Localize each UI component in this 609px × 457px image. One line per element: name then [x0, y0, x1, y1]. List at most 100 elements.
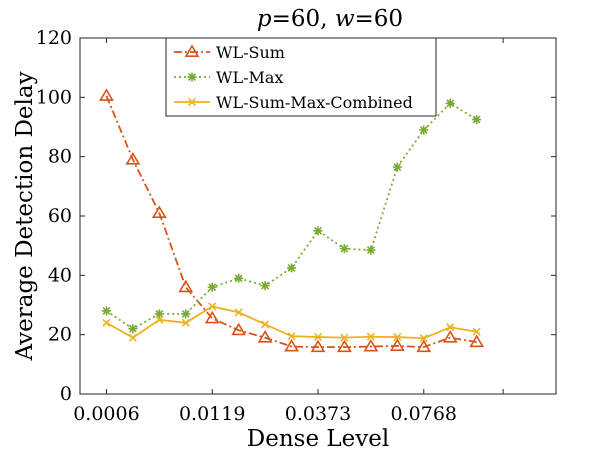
marker-stroke — [102, 306, 111, 315]
marker-stroke — [393, 163, 402, 171]
y-tick-label: 120 — [36, 27, 72, 49]
data-point-wl-sum — [363, 338, 379, 352]
marker-stroke — [181, 318, 190, 327]
data-point-wl-max — [101, 306, 111, 316]
data-point-wl-sum — [178, 279, 194, 293]
data-point-wl-sum-max-combined — [208, 302, 217, 311]
data-point-wl-max — [154, 309, 164, 319]
marker-stroke — [366, 246, 375, 255]
data-point-wl-max — [207, 282, 217, 292]
data-point-wl-sum — [442, 330, 458, 343]
data-point-wl-sum-max-combined — [366, 332, 375, 341]
data-point-wl-sum-max-combined — [287, 332, 296, 341]
data-point-wl-max — [339, 244, 349, 254]
data-point-wl-sum — [231, 322, 247, 336]
y-axis-label: Average Detection Delay — [12, 71, 38, 361]
marker-stroke — [366, 332, 375, 341]
legend-label-1: WL-Max — [216, 68, 283, 87]
data-point-wl-sum — [125, 152, 141, 165]
data-point-wl-sum-max-combined — [419, 334, 428, 343]
data-point-wl-sum-max-combined — [102, 318, 111, 327]
marker-stroke — [187, 97, 197, 107]
marker-stroke — [472, 115, 481, 124]
data-point-wl-sum-max-combined — [155, 315, 164, 324]
legend-marker-0 — [184, 44, 200, 58]
marker-stroke — [155, 309, 164, 318]
marker-stroke — [208, 283, 217, 292]
data-point-wl-max — [260, 281, 270, 291]
y-tick-label: 20 — [48, 324, 72, 346]
y-tick-label: 100 — [36, 86, 72, 108]
data-point-wl-sum-max-combined — [313, 332, 323, 342]
data-point-wl-max — [419, 125, 429, 135]
marker-stroke — [261, 320, 270, 329]
data-point-wl-max — [392, 162, 402, 172]
legend: WL-Sum WL-Max WL-Sum-Max-Combined — [165, 37, 437, 117]
x-axis-label: Dense Level — [247, 426, 389, 452]
data-point-wl-max — [287, 263, 297, 273]
y-tick-label: 80 — [48, 146, 72, 168]
data-point-wl-sum — [389, 338, 405, 351]
data-point-wl-max — [313, 226, 323, 236]
series-line-wl-max — [105, 102, 478, 330]
series-markers-group — [99, 88, 485, 353]
y-tick-label: 40 — [48, 264, 72, 286]
marker-stroke — [393, 332, 402, 342]
x-tick-label: 0.0119 — [179, 403, 245, 425]
marker-stroke — [287, 332, 296, 341]
data-point-wl-sum — [284, 338, 299, 352]
marker-stroke — [446, 99, 455, 108]
data-point-wl-max — [445, 98, 455, 108]
legend-marker-2 — [187, 97, 197, 107]
legend-marker-1 — [187, 72, 197, 82]
marker-stroke — [155, 315, 164, 324]
marker-stroke — [446, 323, 455, 332]
data-point-wl-sum — [337, 339, 352, 353]
marker-stroke — [188, 73, 196, 81]
marker-stroke — [128, 333, 137, 342]
data-point-wl-max — [472, 115, 482, 125]
marker-stroke — [313, 332, 323, 342]
marker-stroke — [208, 302, 217, 311]
data-point-wl-sum — [469, 334, 485, 348]
data-point-wl-max — [234, 273, 244, 283]
data-point-wl-sum-max-combined — [128, 333, 137, 342]
chart-title: p=60, w=60 — [257, 6, 403, 32]
data-point-wl-sum — [416, 339, 432, 353]
data-point-wl-sum-max-combined — [261, 320, 270, 329]
data-point-wl-max — [128, 324, 138, 334]
legend-label-2: WL-Sum-Max-Combined — [216, 93, 413, 112]
data-point-wl-sum — [257, 330, 273, 343]
marker-stroke — [472, 327, 481, 336]
marker-stroke — [314, 226, 322, 235]
data-point-wl-sum-max-combined — [446, 323, 455, 332]
y-tick-label: 60 — [48, 205, 72, 227]
marker-stroke — [234, 308, 243, 317]
data-point-wl-sum-max-combined — [393, 332, 402, 342]
data-point-wl-sum-max-combined — [472, 327, 481, 336]
marker-stroke — [181, 309, 190, 318]
series-line-wl-sum — [105, 95, 477, 349]
x-tick-label: 0.0768 — [391, 403, 457, 425]
x-tick-label: 0.0373 — [285, 403, 351, 425]
data-point-wl-sum-max-combined — [181, 318, 190, 327]
x-tick-label: 0.0006 — [73, 403, 139, 425]
data-point-wl-max — [181, 309, 191, 319]
data-point-wl-sum — [204, 310, 220, 324]
marker-stroke — [287, 263, 296, 272]
legend-label-0: WL-Sum — [216, 43, 285, 62]
marker-stroke — [419, 126, 428, 134]
legend-box — [165, 37, 437, 117]
tick-marks-group: 0 20 40 60 80 100 120 0.0006 0.0119 0.0373 0.0768 — [36, 27, 556, 425]
marker-stroke — [261, 281, 270, 290]
data-point-wl-sum-max-combined — [234, 308, 243, 317]
marker-stroke — [340, 244, 349, 253]
data-point-wl-sum — [99, 88, 114, 101]
y-tick-label: 0 — [60, 383, 72, 405]
marker-stroke — [234, 274, 243, 283]
marker-stroke — [340, 333, 349, 342]
data-point-wl-sum — [151, 205, 167, 219]
data-point-wl-max — [366, 245, 376, 255]
